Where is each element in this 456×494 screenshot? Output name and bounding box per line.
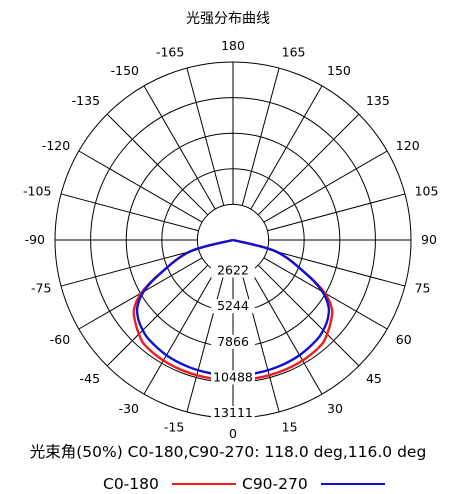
legend-label: C90-270	[242, 474, 308, 493]
legend-item-c90-270: C90-270	[242, 474, 385, 493]
radial-label-bg	[211, 406, 255, 420]
grid-spoke	[106, 113, 209, 216]
angle-label: -150	[111, 63, 139, 78]
angle-label: 105	[415, 183, 439, 198]
grid-spoke	[257, 113, 360, 216]
grid-spoke	[267, 248, 406, 287]
angle-label: -105	[23, 183, 51, 198]
radial-label: 2622	[217, 263, 249, 278]
grid-spoke	[143, 85, 216, 210]
radial-labels: 2622 5244 7866 10488 13111	[211, 263, 255, 420]
grid-spoke	[257, 264, 360, 367]
grid-spoke	[241, 67, 280, 206]
grid-spoke	[250, 85, 323, 210]
angle-label: -120	[42, 138, 70, 153]
radial-label: 13111	[213, 405, 253, 420]
grid-spoke	[241, 274, 280, 413]
radial-label: 7866	[217, 334, 249, 349]
angle-label: 75	[415, 281, 431, 296]
legend-swatch	[171, 482, 236, 485]
grid-spoke	[186, 274, 225, 413]
radial-label: 10488	[213, 369, 253, 384]
grid-spoke	[186, 67, 225, 206]
angle-label: 150	[327, 63, 351, 78]
legend-label: C0-180	[103, 474, 159, 493]
angle-label: -75	[31, 281, 51, 296]
angle-label: 180	[221, 38, 245, 53]
angle-label: -135	[72, 93, 100, 108]
angle-label: 90	[421, 232, 437, 247]
legend-swatch	[320, 482, 385, 485]
radial-label-bg	[211, 370, 255, 385]
radial-label-bg	[211, 263, 255, 278]
angle-label: -30	[119, 401, 139, 416]
angle-label: -90	[25, 232, 45, 247]
radial-label-bg	[211, 334, 255, 349]
beam-angle-text: 光束角(50%) C0-180,C90-270: 118.0 deg,116.0…	[29, 443, 427, 461]
grid-spoke	[60, 248, 199, 287]
angle-labels: 180 1651501351201059075604530150-15-30-45…	[23, 38, 438, 441]
angle-label: 30	[327, 401, 343, 416]
radial-label-bg	[211, 299, 255, 314]
angle-label: 45	[366, 371, 382, 386]
angle-label: 15	[282, 420, 298, 435]
angle-label: 165	[282, 44, 306, 59]
angle-label: -45	[80, 371, 100, 386]
angle-label: 120	[396, 138, 420, 153]
grid-spoke	[106, 264, 209, 367]
grid-spoke	[250, 270, 323, 395]
angle-label: -15	[164, 420, 184, 435]
angle-label: -60	[50, 332, 70, 347]
legend-item-c0-180: C0-180	[103, 474, 236, 493]
chart-title: 光强分布曲线	[186, 11, 270, 27]
grid-spoke	[60, 193, 199, 232]
radial-label: 5244	[217, 298, 249, 313]
angle-label: 135	[366, 93, 390, 108]
grid-spoke	[143, 270, 216, 395]
angle-label: 0	[229, 426, 237, 441]
grid-spoke	[267, 193, 406, 232]
grid-spoke	[78, 150, 203, 223]
angle-label: -165	[156, 44, 184, 59]
angle-label: 60	[396, 332, 412, 347]
grid-spoke	[263, 150, 388, 223]
